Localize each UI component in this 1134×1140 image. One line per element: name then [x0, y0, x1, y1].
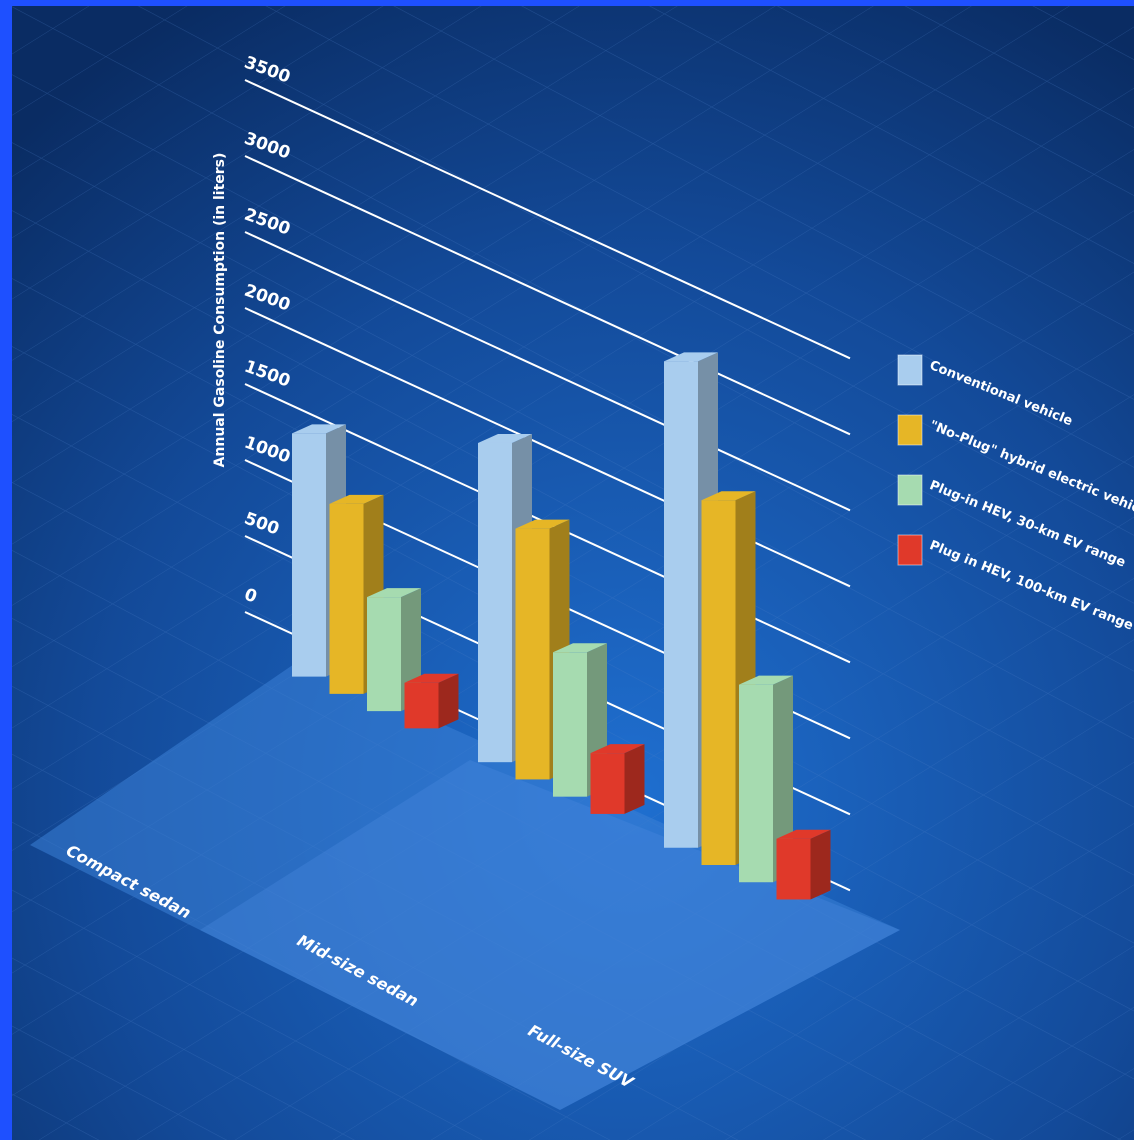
y-axis-title: Annual Gasoline Consumption (in liters) — [212, 153, 228, 468]
bar-top — [664, 352, 718, 362]
bar — [515, 528, 550, 780]
bar-top — [292, 424, 346, 434]
bar-top — [404, 673, 459, 683]
bar-side — [810, 829, 831, 900]
legend-swatch — [897, 354, 923, 386]
bar-side — [624, 744, 645, 814]
bar — [329, 503, 364, 694]
bar-top — [776, 829, 831, 839]
grid-line — [244, 231, 851, 512]
bar — [292, 433, 326, 677]
bar — [590, 753, 625, 814]
bar — [478, 442, 512, 763]
bar — [404, 682, 439, 729]
bar-top — [701, 491, 756, 501]
bar — [367, 597, 401, 712]
floor — [200, 760, 900, 1110]
bar-top — [329, 494, 384, 504]
legend-swatch — [897, 474, 923, 506]
legend-swatch — [897, 414, 923, 446]
bar-top — [515, 519, 570, 529]
bar-top — [478, 433, 532, 443]
bar-top — [553, 643, 607, 653]
grid-line — [244, 155, 851, 436]
bar — [701, 500, 736, 865]
legend-swatch — [897, 534, 923, 566]
bar — [664, 361, 698, 848]
bar-side — [438, 673, 459, 729]
bar — [776, 838, 811, 900]
bar — [553, 652, 587, 797]
bar — [739, 684, 773, 883]
bar-top — [367, 588, 421, 598]
bar-top — [739, 675, 793, 685]
bar-top — [590, 744, 645, 754]
floor — [30, 660, 900, 1110]
bar-side — [773, 675, 793, 883]
grid-line — [244, 79, 851, 360]
